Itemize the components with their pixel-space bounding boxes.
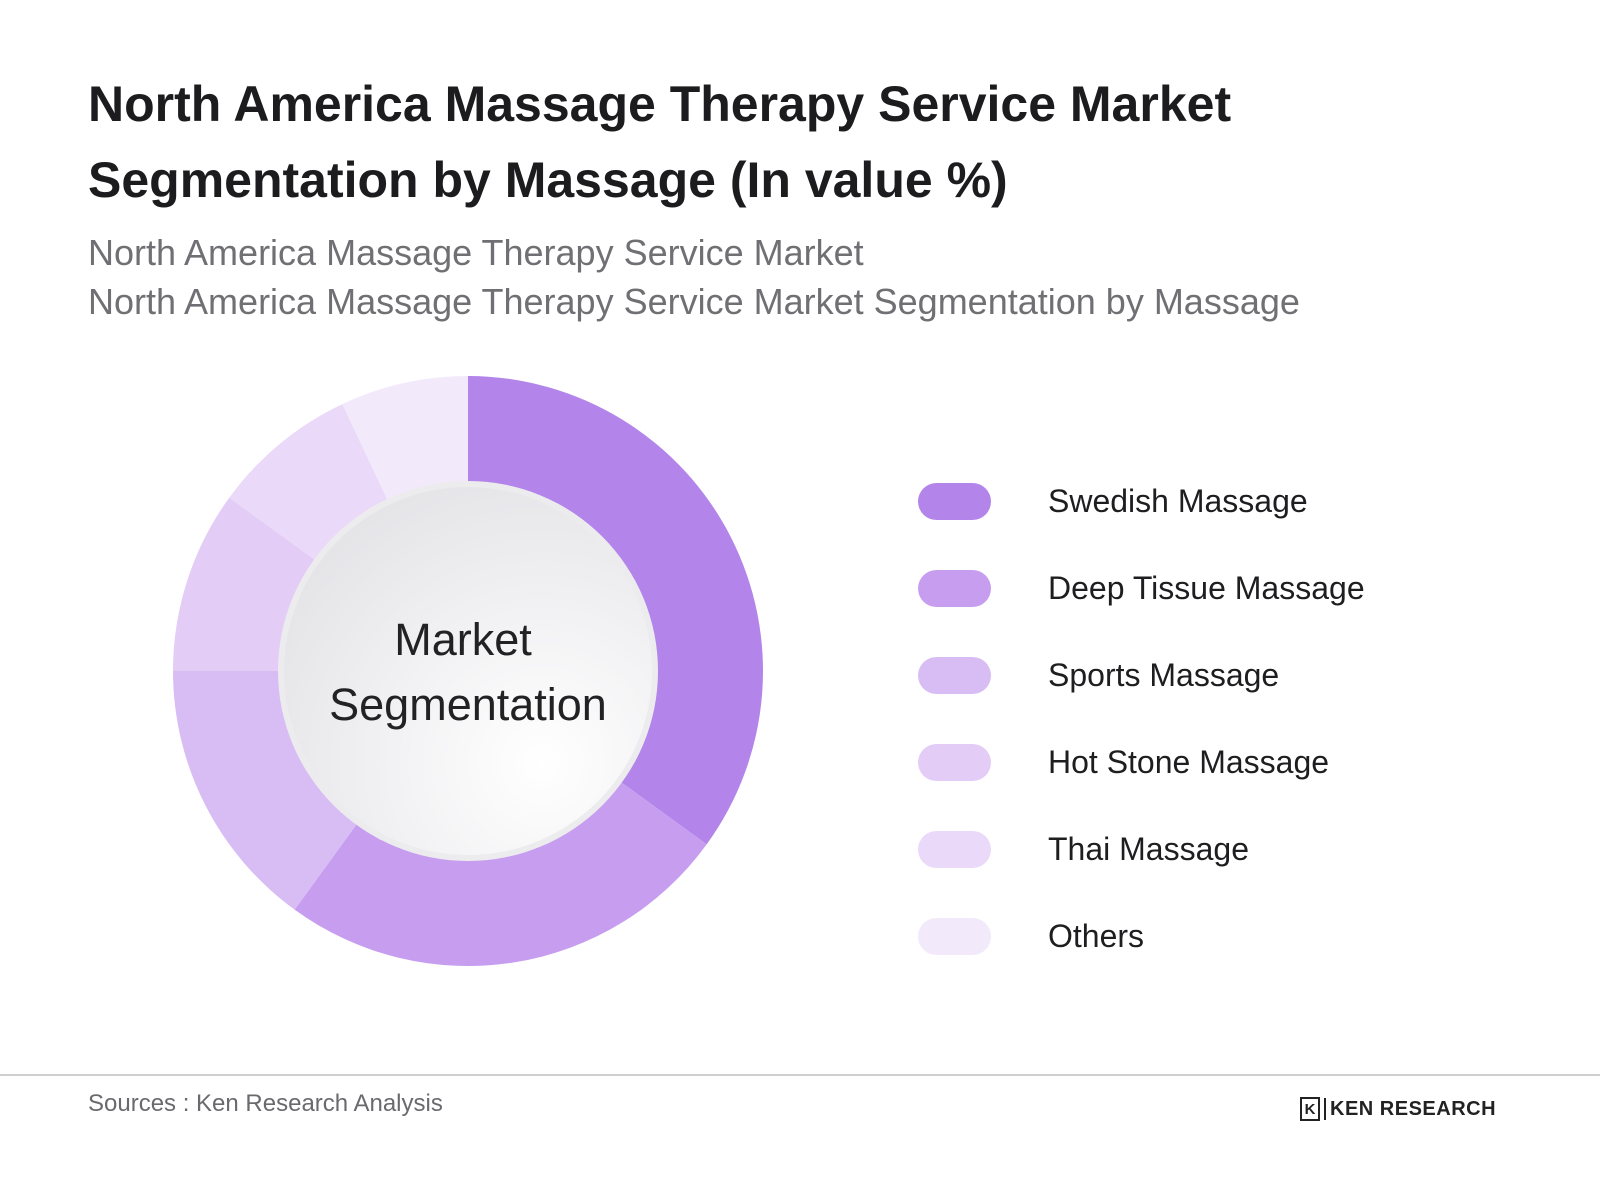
chart-title: North America Massage Therapy Service Ma… [88,76,1232,208]
legend-label: Hot Stone Massage [1048,744,1330,780]
donut-slice-swedish-massage [468,376,763,845]
logo-text: KEN RESEARCH [1330,1097,1497,1120]
legend-item: Sports Massage [918,632,1518,719]
donut-chart: Market Segmentation [173,376,763,967]
donut-slice-deep-tissue-massage [294,779,707,967]
subtitle-line-1: North America Massage Therapy Service Ma… [88,232,864,273]
legend-swatch [918,483,991,520]
ken-research-logo: K KEN RESEARCH [1300,1094,1496,1124]
legend-label: Deep Tissue Massage [1048,570,1365,606]
subtitle: North America Massage Therapy Service Ma… [88,228,1538,326]
subtitle-line-2: North America Massage Therapy Service Ma… [88,281,1300,322]
legend-item: Others [918,893,1518,980]
legend: Swedish Massage Deep Tissue Massage Sports… [918,458,1518,980]
center-label-line-1: Market [394,614,532,665]
legend-label: Swedish Massage [1048,483,1308,519]
legend-swatch [918,918,991,955]
legend-swatch [918,570,991,607]
donut-slice-hot-stone-massage [173,497,319,671]
legend-label: Others [1048,918,1145,954]
donut-center [284,487,652,855]
footer-divider [0,1074,1600,1076]
donut-slice-others [342,376,468,504]
source-note: Sources : Ken Research Analysis [88,1090,443,1117]
center-label-line-2: Segmentation [329,679,607,730]
logo-mark: K [1300,1097,1320,1121]
legend-label: Thai Massage [1048,831,1249,867]
legend-item: Deep Tissue Massage [918,545,1518,632]
legend-swatch [918,831,991,868]
legend-swatch [918,657,991,694]
legend-item: Hot Stone Massage [918,719,1518,806]
legend-swatch [918,744,991,781]
donut-slice-sports-massage [173,671,360,910]
logo-divider [1324,1098,1326,1120]
legend-item: Thai Massage [918,806,1518,893]
legend-item: Swedish Massage [918,458,1518,545]
legend-label: Sports Massage [1048,657,1280,693]
